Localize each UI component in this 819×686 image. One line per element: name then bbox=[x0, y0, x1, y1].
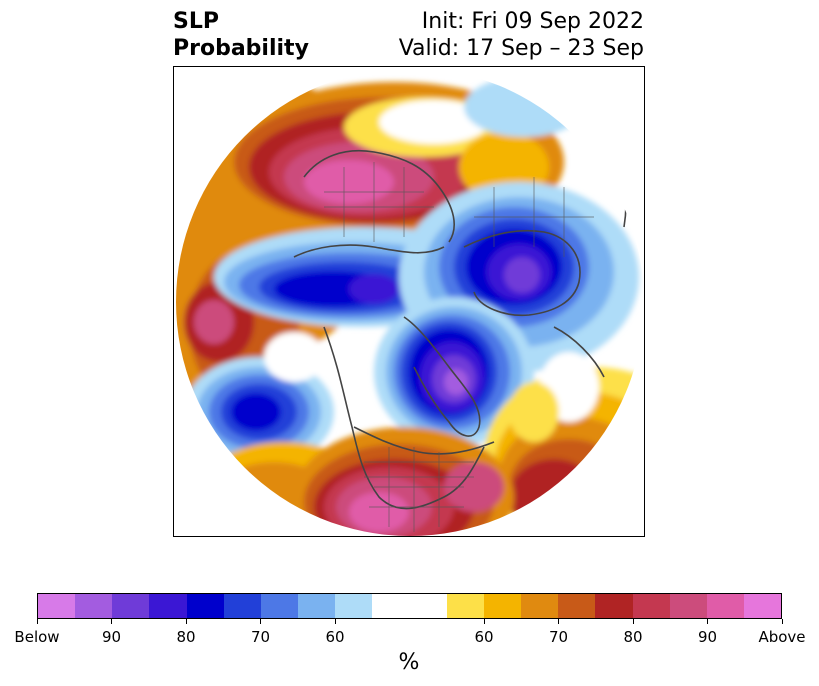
colorbar-tick-mark bbox=[36, 619, 38, 624]
colorbar-segment bbox=[112, 594, 150, 618]
colorbar-tick-label: Below bbox=[14, 628, 60, 646]
colorbar-unit-label: % bbox=[398, 650, 420, 675]
colorbar-segment bbox=[38, 594, 76, 618]
colorbar-segment bbox=[483, 594, 522, 618]
colorbar-segment bbox=[521, 594, 559, 618]
colorbar-tick-mark bbox=[185, 619, 187, 624]
colorbar-segment bbox=[298, 594, 336, 618]
colorbar-tick-mark bbox=[111, 619, 112, 624]
colorbar-segment bbox=[558, 594, 596, 618]
colorbar-segment bbox=[669, 594, 707, 618]
colorbar-tick-mark bbox=[334, 619, 336, 624]
colorbar-segment bbox=[335, 594, 373, 618]
colorbar-tick-mark bbox=[781, 619, 783, 624]
colorbar-tick-mark bbox=[483, 619, 485, 624]
colorbar-segment bbox=[372, 594, 410, 618]
colorbar-tick-label: 60 bbox=[325, 628, 345, 646]
colorbar-tick-label: 60 bbox=[474, 628, 494, 646]
init-date: Init: Fri 09 Sep 2022 bbox=[421, 9, 644, 34]
colorbar-segment bbox=[446, 594, 484, 618]
title-left: SLP Probability bbox=[173, 8, 309, 62]
colorbar-tick-mark bbox=[632, 619, 634, 624]
map-panel bbox=[173, 66, 645, 537]
colorbar-segment bbox=[706, 594, 744, 618]
colorbar-tick-label: 90 bbox=[697, 628, 718, 646]
colorbar-tick-mark bbox=[260, 619, 261, 624]
colorbar-segment bbox=[260, 594, 299, 618]
colorbar-segment bbox=[149, 594, 187, 618]
colorbar-segment bbox=[595, 594, 633, 618]
colorbar-tick-label: 70 bbox=[548, 628, 569, 646]
colorbar-segment bbox=[743, 594, 782, 618]
valid-range: Valid: 17 Sep – 23 Sep bbox=[398, 36, 644, 61]
colorbar-segment bbox=[409, 594, 447, 618]
title-variable: SLP bbox=[173, 9, 219, 34]
colorbar-tick-label: 70 bbox=[250, 628, 271, 646]
colorbar-segment bbox=[186, 594, 224, 618]
colorbar-tick-label: 80 bbox=[176, 628, 196, 646]
colorbar-tick-label: 80 bbox=[623, 628, 643, 646]
title-type: Probability bbox=[173, 36, 309, 61]
colorbar-segment bbox=[223, 594, 261, 618]
title-right: Init: Fri 09 Sep 2022 Valid: 17 Sep – 23… bbox=[399, 8, 644, 62]
colorbar bbox=[37, 593, 782, 619]
colorbar-tick-label: Above bbox=[758, 628, 806, 646]
colorbar-tick-label: 90 bbox=[101, 628, 122, 646]
colorbar-segment bbox=[632, 594, 670, 618]
colorbar-segment bbox=[75, 594, 113, 618]
map-fill bbox=[176, 68, 644, 536]
colorbar-tick-mark bbox=[558, 619, 559, 624]
colorbar-tick-mark bbox=[707, 619, 708, 624]
probability-map bbox=[176, 68, 644, 536]
